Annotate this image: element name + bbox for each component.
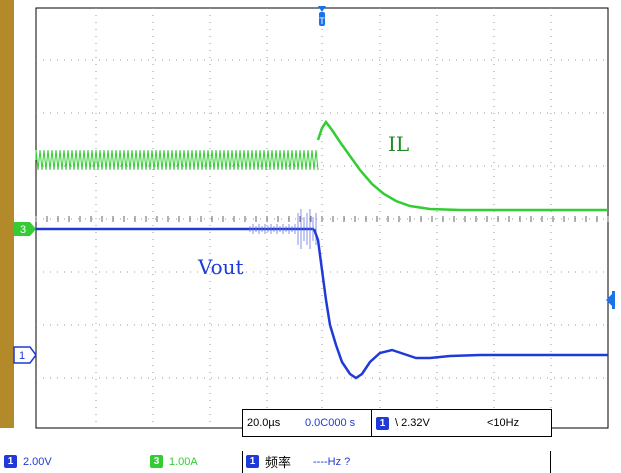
- trigger-marker-label: T: [319, 16, 325, 26]
- freq-item[interactable]: 1 频率 ----Hz ?: [246, 452, 350, 471]
- ch1-marker[interactable]: 1: [13, 346, 37, 364]
- ch3-scale-item[interactable]: 3 1.00A: [150, 455, 198, 468]
- il-trace: [316, 119, 608, 212]
- time-div-value: 20.0µs: [247, 417, 281, 429]
- vout-waveform: [36, 209, 608, 380]
- trigger-panel: 1 \ 2.32V <10Hz: [371, 409, 552, 437]
- trigger-level-arrow-icon: [606, 291, 615, 309]
- trigger-arrow-icon: T: [318, 6, 326, 26]
- trigger-channel-badge: 1: [376, 416, 389, 430]
- ch1-badge: 1: [4, 455, 17, 468]
- left-bezel: [0, 0, 14, 428]
- status-divider: [242, 451, 243, 473]
- vout-noise: [249, 209, 317, 249]
- ch1-marker-label: 1: [19, 350, 25, 362]
- ch3-scale: 1.00A: [169, 455, 198, 468]
- ch1-scale: 2.00V: [23, 455, 52, 468]
- status-divider-right: [550, 451, 551, 473]
- ch3-marker-label: 3: [20, 224, 26, 236]
- ch3-badge: 3: [150, 455, 163, 468]
- trigger-freq-value: <10Hz: [487, 417, 520, 429]
- ch3-marker[interactable]: 3: [14, 222, 36, 236]
- freq-label: 频率: [265, 455, 292, 470]
- il-waveform: [35, 119, 608, 212]
- delay-value: 0.0C000 s: [305, 417, 356, 429]
- il-label: IL: [388, 132, 409, 156]
- freq-badge: 1: [246, 455, 259, 468]
- center-ticks: [35, 216, 609, 222]
- ch1-scale-item[interactable]: 1 2.00V: [4, 455, 52, 468]
- freq-value: ----Hz ?: [313, 455, 351, 468]
- vout-trace: [312, 228, 608, 380]
- trigger-level-value: \ 2.32V: [395, 417, 430, 429]
- status-bar: 1 2.00V 3 1.00A 1 频率 ----Hz ?: [0, 451, 621, 473]
- vout-label: Vout: [197, 255, 244, 279]
- timebase-panel: 20.0µs 0.0C000 s: [242, 409, 372, 437]
